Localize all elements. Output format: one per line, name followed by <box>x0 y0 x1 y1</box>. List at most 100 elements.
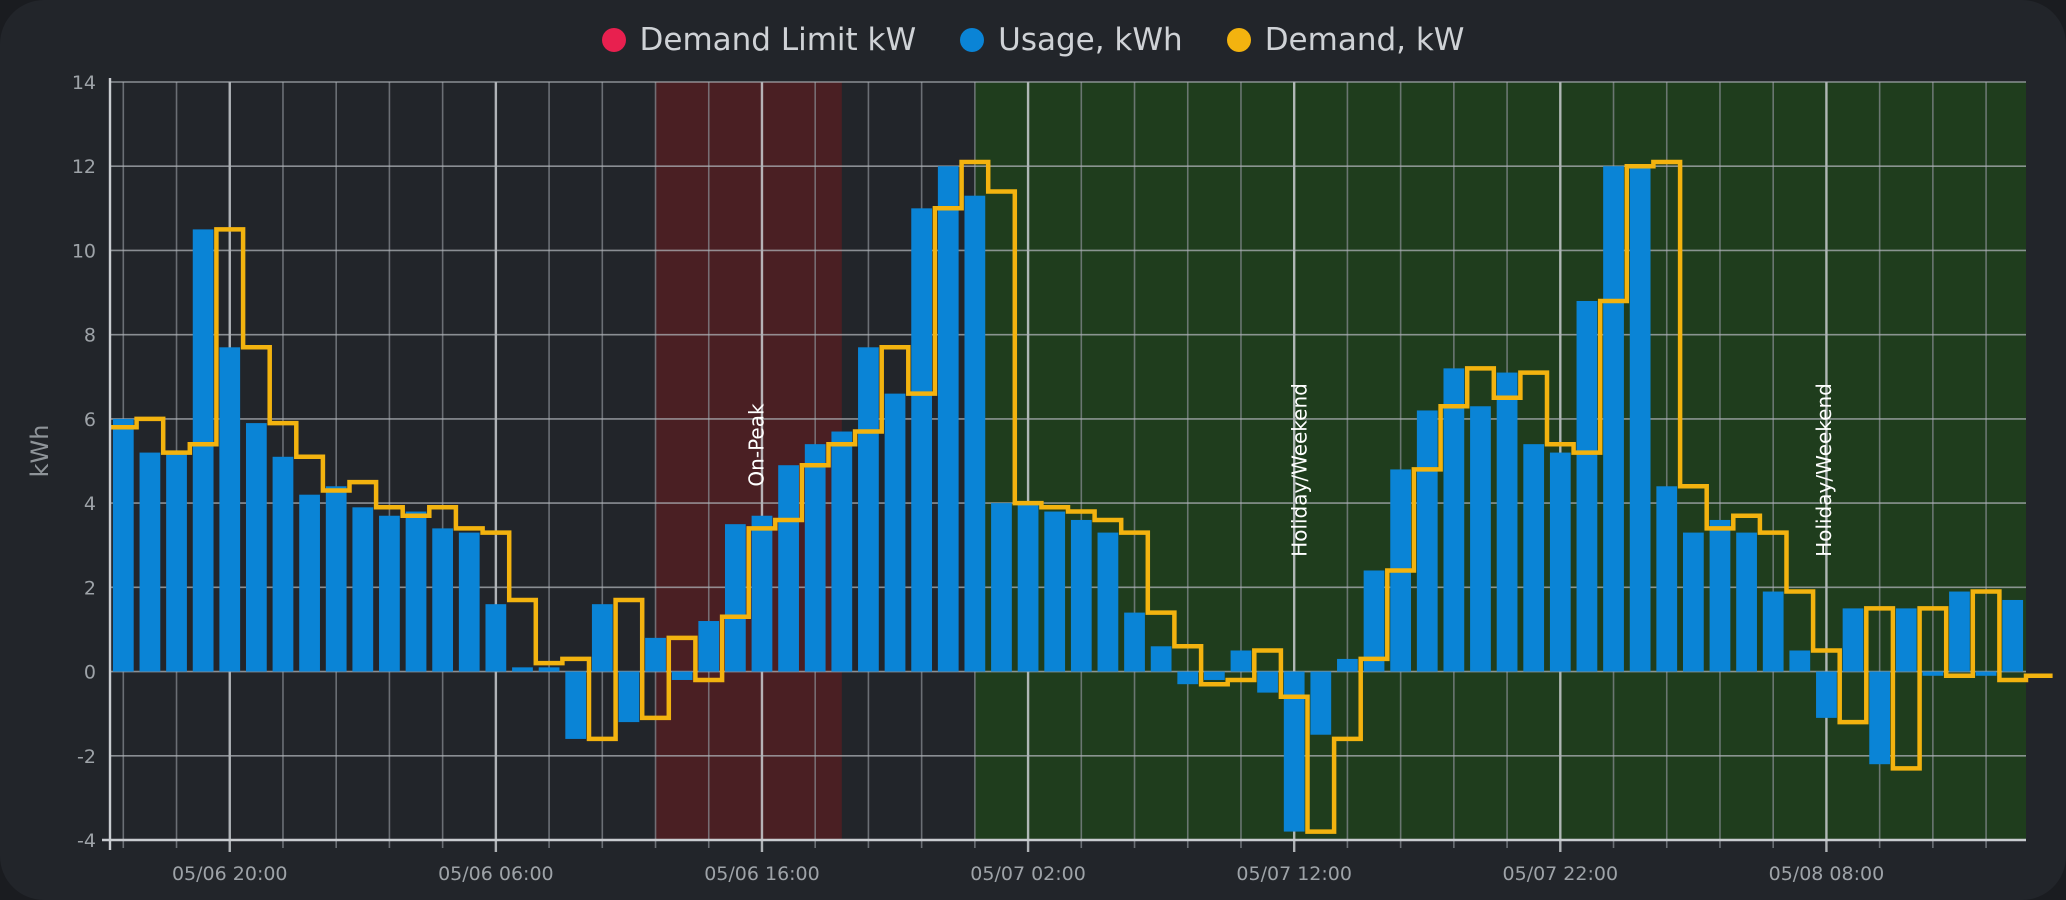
legend-label-usage: Usage, kWh <box>998 22 1183 58</box>
usage-bar-3 <box>192 229 214 672</box>
chart-labels: -4 -2 0 2 4 6 8 10 12 14 05/06 20:00 05/06 06:00 05/… <box>26 72 1884 885</box>
chart-bands <box>655 82 2026 840</box>
usage-bar-4 <box>219 347 241 672</box>
usage-bar-62 <box>1762 591 1784 672</box>
usage-bar-41 <box>1203 671 1225 680</box>
usage-bar-40 <box>1177 671 1199 685</box>
usage-bar-8 <box>325 486 347 672</box>
x-tick-label-4: 05/07 12:00 <box>1236 863 1352 885</box>
demand-step-line <box>110 159 2053 834</box>
usage-bar-35 <box>1044 511 1066 672</box>
legend-label-demand-limit: Demand Limit kW <box>639 22 917 58</box>
usage-bar-9 <box>352 507 374 672</box>
y-tick-label--2: -2 <box>77 746 96 768</box>
x-tick-label-1: 05/06 06:00 <box>438 863 554 885</box>
usage-bar-58 <box>1656 486 1678 672</box>
chart-axes <box>102 78 2026 850</box>
y-tick-label-6: 6 <box>84 409 96 431</box>
y-tick-label-10: 10 <box>72 240 96 262</box>
usage-bar-44 <box>1283 671 1305 832</box>
usage-bar-51 <box>1470 406 1491 672</box>
usage-bar-29 <box>884 393 906 672</box>
usage-bar-55 <box>1576 300 1598 672</box>
usage-bar-59 <box>1682 532 1704 672</box>
usage-bar-26 <box>804 444 826 672</box>
usage-bar-21 <box>671 671 693 680</box>
usage-bar-24 <box>751 515 773 672</box>
usage-bar-34 <box>1017 503 1039 672</box>
y-tick-label-2: 2 <box>84 577 96 599</box>
usage-bar-2 <box>166 452 187 672</box>
usage-bar-20 <box>645 637 666 672</box>
usage-bar-64 <box>1816 671 1837 718</box>
usage-bar-52 <box>1496 372 1518 672</box>
legend-item-demand-limit[interactable]: Demand Limit kW <box>601 22 917 58</box>
usage-bar-56 <box>1603 166 1624 672</box>
usage-bar-33 <box>991 503 1012 672</box>
usage-bar-17 <box>565 671 587 739</box>
usage-bar-61 <box>1736 532 1757 672</box>
usage-bar-67 <box>1895 608 1917 672</box>
usage-bar-66 <box>1869 671 1891 765</box>
usage-bar-15 <box>512 667 533 672</box>
y-tick-label-8: 8 <box>84 325 96 347</box>
usage-bar-19 <box>618 671 640 723</box>
chart-legend: Demand Limit kW Usage, kWh Demand, kW <box>0 22 2066 58</box>
usage-bar-45 <box>1310 671 1332 735</box>
legend-label-demand: Demand, kW <box>1264 22 1465 58</box>
y-axis-label: kWh <box>26 425 54 478</box>
legend-item-demand[interactable]: Demand, kW <box>1226 22 1465 58</box>
usage-bar-63 <box>1789 650 1811 672</box>
usage-bar-22 <box>698 621 720 672</box>
usage-bar-28 <box>858 347 879 672</box>
usage-bar-10 <box>379 515 400 672</box>
usage-bar-25 <box>778 465 799 672</box>
usage-bar-5 <box>245 423 267 672</box>
legend-swatch-demand <box>1226 28 1251 52</box>
y-tick-label--4: -4 <box>77 830 96 852</box>
y-tick-label-4: 4 <box>84 493 96 515</box>
usage-bar-38 <box>1124 612 1145 672</box>
legend-swatch-demand-limit <box>601 28 626 52</box>
y-tick-label-0: 0 <box>84 662 96 684</box>
usage-bar-13 <box>458 532 480 672</box>
demand-line <box>110 159 2053 834</box>
band-label-1: Holiday/Weekend <box>1288 383 1312 557</box>
usage-bar-36 <box>1070 519 1092 672</box>
band-label-2: Holiday/Weekend <box>1812 383 1836 557</box>
x-tick-label-5: 05/07 22:00 <box>1503 863 1619 885</box>
usage-bar-18 <box>591 604 613 672</box>
legend-item-usage[interactable]: Usage, kWh <box>960 22 1183 58</box>
usage-bar-6 <box>272 456 294 672</box>
usage-bar-53 <box>1523 444 1545 672</box>
usage-bar-0 <box>112 418 134 672</box>
usage-bar-57 <box>1629 166 1651 672</box>
usage-bar-14 <box>485 604 507 672</box>
x-tick-label-3: 05/07 02:00 <box>970 863 1086 885</box>
usage-bar-39 <box>1150 646 1172 672</box>
usage-bar-42 <box>1230 650 1252 672</box>
usage-bar-47 <box>1363 570 1385 672</box>
usage-bar-60 <box>1709 519 1731 672</box>
usage-bar-32 <box>964 195 986 672</box>
usage-bar-16 <box>538 667 560 672</box>
usage-bar-37 <box>1097 532 1119 672</box>
usage-bar-54 <box>1549 452 1571 672</box>
usage-bar-30 <box>911 208 933 672</box>
x-tick-label-6: 05/08 08:00 <box>1769 863 1885 885</box>
usage-bar-65 <box>1842 608 1864 672</box>
legend-swatch-usage <box>960 28 985 52</box>
usage-bar-7 <box>299 494 320 672</box>
y-tick-label-12: 12 <box>72 156 96 178</box>
usage-bar-31 <box>937 166 959 672</box>
x-tick-label-2: 05/06 16:00 <box>704 863 820 885</box>
usage-bar-46 <box>1337 658 1358 672</box>
usage-bar-69 <box>1949 591 1970 672</box>
usage-bar-11 <box>405 511 427 672</box>
usage-bar-1 <box>139 452 161 672</box>
usage-bar-68 <box>1922 671 1944 676</box>
y-tick-label-14: 14 <box>72 72 96 94</box>
usage-bar-12 <box>432 528 454 672</box>
